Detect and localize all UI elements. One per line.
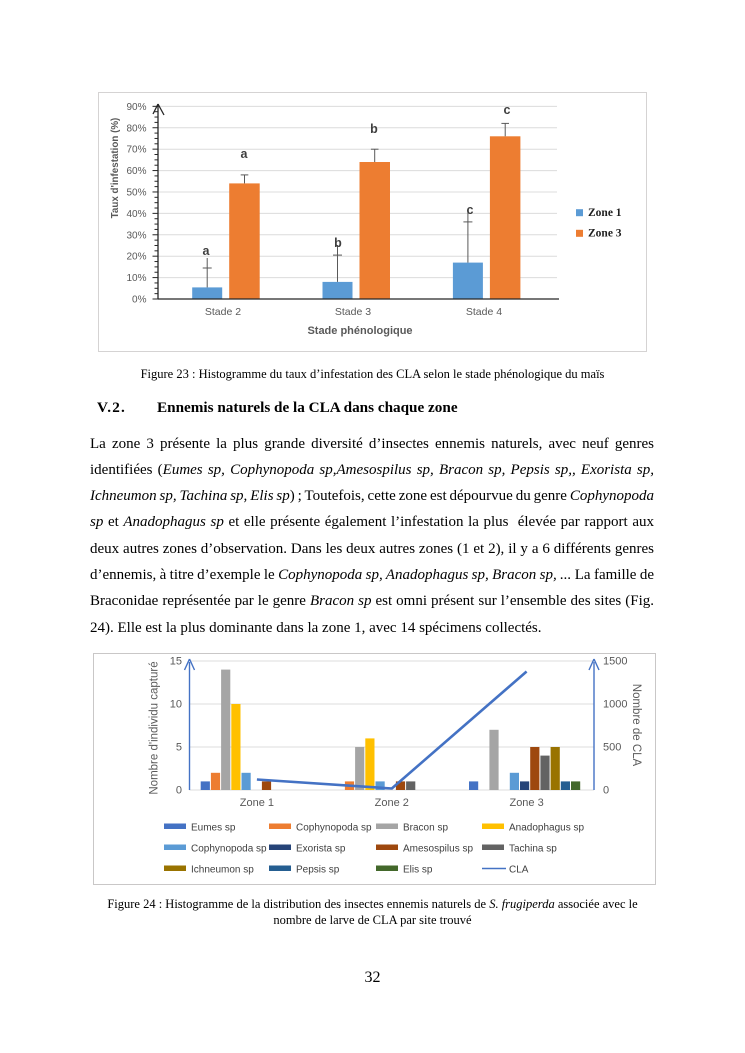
svg-text:Zone 3: Zone 3 [509, 797, 543, 809]
svg-text:Stade 3: Stade 3 [335, 306, 371, 318]
svg-text:Taux d'infestation (%): Taux d'infestation (%) [110, 118, 121, 219]
svg-text:10: 10 [170, 699, 182, 711]
svg-text:c: c [467, 203, 474, 217]
svg-text:40%: 40% [126, 209, 146, 220]
svg-text:b: b [334, 236, 342, 250]
svg-text:0: 0 [603, 785, 609, 797]
svg-text:Anadophagus sp: Anadophagus sp [509, 823, 585, 834]
svg-text:Zone 1: Zone 1 [240, 797, 274, 809]
svg-text:Cophynopoda sp: Cophynopoda sp [296, 823, 372, 834]
svg-text:Amesospilus sp: Amesospilus sp [403, 844, 473, 855]
svg-text:1500: 1500 [603, 656, 627, 668]
svg-text:90%: 90% [126, 102, 146, 113]
svg-text:b: b [370, 122, 378, 136]
svg-text:a: a [203, 244, 211, 258]
svg-text:Tachina sp: Tachina sp [509, 844, 557, 855]
svg-text:a: a [241, 147, 249, 161]
svg-text:Stade phénologique: Stade phénologique [307, 325, 412, 337]
svg-text:Stade 2: Stade 2 [205, 306, 241, 318]
svg-text:60%: 60% [126, 166, 146, 177]
svg-text:Zone 2: Zone 2 [375, 797, 409, 809]
svg-text:c: c [504, 103, 511, 117]
svg-text:0: 0 [176, 785, 182, 797]
svg-text:5: 5 [176, 742, 182, 754]
svg-text:Nombre d'individu capturé: Nombre d'individu capturé [149, 661, 161, 794]
svg-text:Eumes sp: Eumes sp [191, 823, 236, 834]
svg-text:Exorista sp: Exorista sp [296, 844, 346, 855]
svg-text:50%: 50% [126, 188, 146, 199]
svg-text:80%: 80% [126, 123, 146, 134]
svg-text:70%: 70% [126, 145, 146, 156]
svg-text:Nombre de CLA: Nombre de CLA [630, 684, 642, 767]
svg-text:Stade 4: Stade 4 [466, 306, 502, 318]
svg-text:15: 15 [170, 656, 182, 668]
svg-text:Cophynopoda sp: Cophynopoda sp [191, 844, 267, 855]
svg-text:CLA: CLA [509, 865, 529, 876]
svg-text:Bracon sp: Bracon sp [403, 823, 448, 834]
svg-text:Zone 3: Zone 3 [588, 228, 622, 240]
svg-text:30%: 30% [126, 230, 146, 241]
svg-text:Pepsis sp: Pepsis sp [296, 865, 340, 876]
svg-text:Zone 1: Zone 1 [588, 207, 622, 219]
svg-text:0%: 0% [132, 295, 147, 306]
svg-text:500: 500 [603, 742, 621, 754]
svg-text:Ichneumon sp: Ichneumon sp [191, 865, 254, 876]
svg-text:Elis sp: Elis sp [403, 865, 433, 876]
svg-text:10%: 10% [126, 273, 146, 284]
svg-text:20%: 20% [126, 252, 146, 263]
svg-text:1000: 1000 [603, 699, 627, 711]
